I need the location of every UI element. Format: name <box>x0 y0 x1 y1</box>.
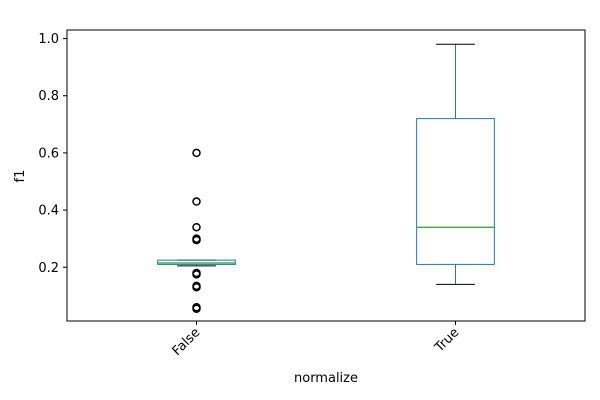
plot-area <box>66 29 586 322</box>
outlier-point <box>192 148 201 158</box>
outlier-point <box>192 197 201 206</box>
outlier-point <box>192 222 201 232</box>
outlier-point <box>192 283 201 292</box>
x-axis-label: normalize <box>294 371 358 386</box>
x-tick-label: True <box>431 325 462 356</box>
box-iqr <box>157 259 236 265</box>
y-tick-label: 1.0 <box>38 32 59 47</box>
y-tick-label: 0.6 <box>38 146 59 161</box>
y-tick-label: 0.4 <box>38 204 59 219</box>
box-iqr <box>416 118 495 265</box>
x-tick-label: False <box>170 325 204 359</box>
outlier-point <box>192 270 201 279</box>
y-tick-label: 0.8 <box>38 89 59 104</box>
outlier-point <box>192 304 201 313</box>
outlier-point <box>192 235 201 245</box>
y-axis-label: f1 <box>13 170 28 183</box>
y-tick-label: 0.2 <box>38 261 59 276</box>
